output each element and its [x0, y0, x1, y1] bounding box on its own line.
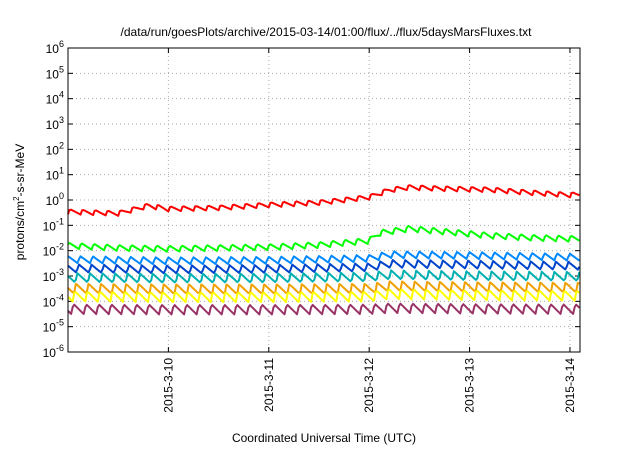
x-tick-labels: 2015-3-10 2015-3-11 2015-3-12 2015-3-13 2015… — [161, 358, 577, 413]
series-lines — [67, 184, 581, 316]
x-tick-label: 2015-3-11 — [262, 358, 276, 412]
series-line — [67, 269, 581, 284]
y-axis-label: protons/cm2-s-sr-MeV — [12, 144, 27, 260]
x-tick-label: 2015-3-10 — [161, 358, 175, 413]
y-tick-label: 10-5 — [43, 318, 64, 335]
series-line — [67, 259, 581, 275]
series-line — [67, 184, 580, 217]
series-line — [67, 288, 581, 304]
y-tick-label: 100 — [46, 191, 64, 208]
y-tick-label: 10-6 — [43, 343, 64, 360]
y-tick-label: 105 — [46, 64, 64, 81]
x-tick-label: 2015-3-12 — [362, 358, 376, 413]
series-line — [67, 302, 581, 316]
y-tick-label: 10-2 — [43, 242, 64, 259]
y-tick-label: 106 — [46, 39, 64, 56]
plot-frame — [67, 47, 581, 353]
y-tick-label: 102 — [46, 140, 64, 157]
chart-title: /data/run/goesPlots/archive/2015-03-14/0… — [121, 25, 533, 39]
y-tick-label: 10-1 — [43, 216, 64, 233]
y-tick-label: 10-4 — [43, 292, 64, 309]
series-line — [67, 280, 580, 294]
series-line — [67, 250, 581, 266]
y-tick-labels: 106 105 104 103 102 101 100 10-1 10-2 10-3 10-4 10-… — [43, 39, 64, 360]
x-tick-label: 2015-3-13 — [463, 358, 477, 413]
series-line — [67, 225, 580, 253]
x-tick-label: 2015-3-14 — [563, 358, 577, 413]
y-tick-label: 103 — [46, 115, 64, 132]
y-tick-label: 101 — [46, 166, 64, 183]
y-tick-label: 104 — [46, 90, 64, 107]
y-tick-label: 10-3 — [43, 267, 64, 284]
x-axis-label: Coordinated Universal Time (UTC) — [232, 431, 416, 445]
